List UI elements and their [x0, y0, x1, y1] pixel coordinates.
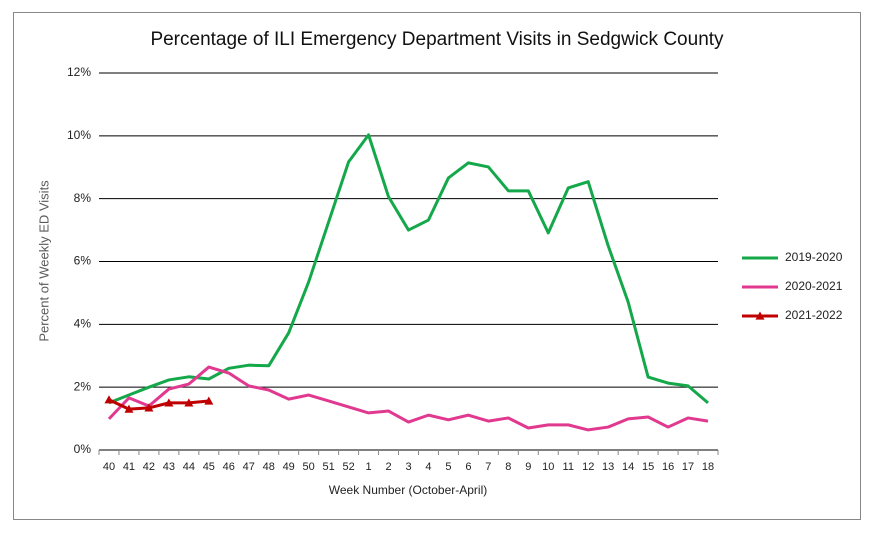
- y-tick-label: 8%: [74, 191, 92, 205]
- x-tick-label: 51: [323, 461, 335, 473]
- x-tick-label: 50: [303, 461, 315, 473]
- y-tick-label: 12%: [67, 65, 91, 79]
- x-tick-label: 12: [582, 461, 594, 473]
- y-axis-label: Percent of Weekly ED Visits: [36, 180, 51, 342]
- y-tick-label: 2%: [74, 379, 92, 393]
- x-tick-label: 11: [563, 461, 574, 473]
- x-tick-label: 18: [702, 461, 714, 473]
- series-marker: [184, 398, 194, 407]
- x-tick-label: 43: [163, 461, 175, 473]
- x-tick-label: 14: [622, 461, 634, 473]
- x-tick-label: 41: [123, 461, 135, 473]
- x-tick-label: 47: [243, 461, 255, 473]
- x-tick-label: 3: [405, 461, 411, 473]
- series-marker: [104, 395, 114, 404]
- x-tick-label: 1: [366, 461, 372, 473]
- x-tick-label: 17: [682, 461, 694, 473]
- x-tick-label: 2: [385, 461, 391, 473]
- y-tick-label: 6%: [74, 254, 92, 268]
- x-tick-label: 5: [445, 461, 451, 473]
- x-tick-label: 44: [183, 461, 195, 473]
- series-line: [108, 398, 209, 411]
- x-tick-label: 6: [465, 461, 471, 473]
- y-tick-label: 4%: [74, 317, 92, 331]
- x-tick-label: 16: [662, 461, 674, 473]
- chart-border: [13, 12, 861, 520]
- legend-label: 2021-2022: [785, 308, 843, 322]
- x-axis-label: Week Number (October-April): [329, 483, 487, 497]
- x-tick-label: 7: [485, 461, 491, 473]
- legend-label: 2020-2021: [785, 279, 843, 293]
- y-tick-label: 0%: [74, 442, 92, 456]
- x-tick-label: 10: [542, 461, 554, 473]
- x-tick-label: 45: [203, 461, 215, 473]
- series-marker: [124, 404, 134, 413]
- legend-marker: [755, 311, 765, 320]
- x-tick-label: 40: [103, 461, 115, 473]
- x-tick-label: 4: [425, 461, 431, 473]
- series-marker: [144, 403, 154, 412]
- x-tick-label: 48: [263, 461, 275, 473]
- series-line: [108, 133, 709, 405]
- x-tick-label: 15: [642, 461, 654, 473]
- x-tick-label: 9: [525, 461, 531, 473]
- x-tick-label: 46: [223, 461, 235, 473]
- series-marker: [204, 396, 214, 405]
- x-tick-label: 52: [342, 461, 354, 473]
- chart-title: Percentage of ILI Emergency Department V…: [150, 29, 724, 50]
- series-marker: [164, 398, 174, 407]
- legend-label: 2019-2020: [785, 250, 843, 264]
- x-tick-label: 49: [283, 461, 295, 473]
- y-tick-label: 10%: [67, 128, 91, 142]
- x-tick-label: 42: [143, 461, 155, 473]
- x-tick-label: 8: [505, 461, 511, 473]
- x-tick-label: 13: [602, 461, 614, 473]
- series-line: [107, 365, 709, 432]
